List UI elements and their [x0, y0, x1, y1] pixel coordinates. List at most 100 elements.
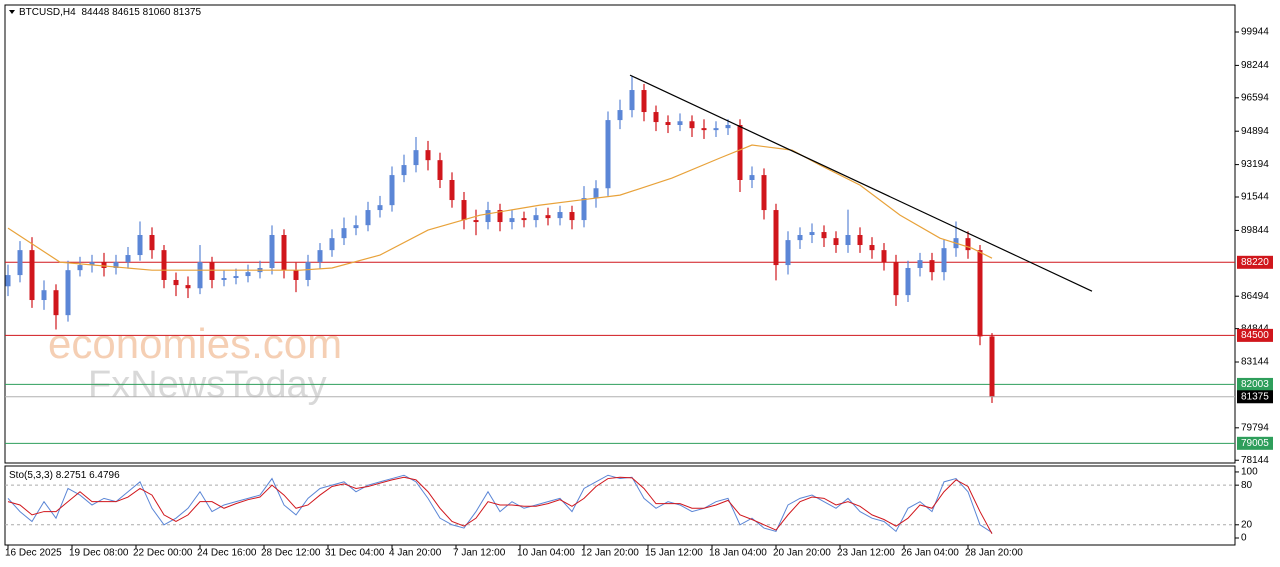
candle-body — [29, 250, 35, 301]
candle-body — [17, 250, 23, 276]
candle-body — [869, 245, 875, 251]
level-label: 84500 — [1241, 330, 1269, 341]
x-tick-label: 12 Jan 20:00 — [581, 548, 639, 559]
candle-body — [305, 262, 311, 280]
y-tick-label: 99944 — [1241, 27, 1269, 38]
candle-body — [461, 200, 467, 221]
candle-body — [101, 262, 107, 269]
candle-body — [5, 275, 11, 287]
symbol: BTCUSD,H4 — [19, 7, 76, 18]
candle-body — [473, 220, 479, 223]
candle-body — [245, 272, 251, 277]
candle-body — [689, 121, 695, 129]
candle-body — [797, 235, 803, 241]
candle-body — [401, 165, 407, 176]
candle-body — [521, 218, 527, 221]
candle-body — [773, 210, 779, 266]
y-tick-label: 89844 — [1241, 225, 1269, 236]
candle-body — [653, 112, 659, 123]
candle-body — [677, 121, 683, 126]
x-tick-label: 24 Dec 16:00 — [197, 548, 257, 559]
level-label-box — [1237, 328, 1273, 342]
candle-body — [893, 262, 899, 296]
level-label-box — [1237, 255, 1273, 269]
candle-body — [317, 250, 323, 263]
candle-body — [209, 262, 215, 280]
level-label: 88220 — [1241, 257, 1269, 268]
candle-body — [557, 212, 563, 219]
candle-body — [377, 205, 383, 211]
y-tick-label: 93194 — [1241, 159, 1269, 170]
candle-body — [737, 125, 743, 181]
candle-body — [749, 175, 755, 181]
x-tick-label: 19 Dec 08:00 — [69, 548, 129, 559]
y-tick-label: 100 — [1241, 467, 1258, 478]
candle-body — [89, 262, 95, 266]
candle-body — [629, 90, 635, 111]
x-tick-label: 31 Dec 04:00 — [325, 548, 385, 559]
y-tick-label: 79794 — [1241, 422, 1269, 433]
candle-body — [569, 212, 575, 221]
candle-body — [269, 235, 275, 269]
x-tick-label: 22 Dec 00:00 — [133, 548, 193, 559]
x-tick-label: 18 Jan 04:00 — [709, 548, 767, 559]
y-tick-label: 20 — [1241, 519, 1253, 530]
candle-body — [341, 228, 347, 239]
candle-body — [545, 215, 551, 219]
y-tick-label: 98244 — [1241, 60, 1269, 71]
candle-body — [173, 279, 179, 286]
candle-body — [293, 270, 299, 280]
y-tick-label: 94894 — [1241, 126, 1269, 137]
y-tick-label: 96594 — [1241, 92, 1269, 103]
stoch-title: Sto(5,3,3) — [9, 470, 53, 481]
y-tick-label: 83144 — [1241, 357, 1269, 368]
y-tick-label: 86494 — [1241, 291, 1269, 302]
candle-body — [617, 110, 623, 121]
candle-body — [425, 150, 431, 161]
candle-body — [221, 278, 227, 280]
level-label: 82003 — [1241, 379, 1269, 390]
candle-body — [41, 290, 47, 301]
candle-body — [941, 248, 947, 273]
x-tick-label: 4 Jan 20:00 — [389, 548, 442, 559]
candle-body — [641, 90, 647, 113]
candle-body — [413, 150, 419, 166]
stoch-line — [7, 474, 993, 533]
candle-body — [977, 250, 983, 337]
candle-body — [821, 232, 827, 239]
candle-body — [605, 120, 611, 189]
level-label-box — [1237, 377, 1273, 391]
candle-body — [53, 290, 59, 316]
candle-body — [185, 285, 191, 289]
candle-body — [917, 260, 923, 269]
candle-body — [665, 122, 671, 126]
candle-body — [485, 210, 491, 223]
candle-body — [449, 180, 455, 201]
candle-body — [149, 235, 155, 251]
candle-body — [137, 235, 143, 256]
candle-body — [581, 198, 587, 221]
stoch-line — [7, 476, 993, 534]
candle-body — [389, 175, 395, 206]
candle-body — [65, 270, 71, 316]
stoch-panel — [4, 465, 1236, 546]
candle-body — [497, 210, 503, 223]
price-label-box — [1237, 390, 1273, 404]
candle-body — [989, 336, 995, 397]
candle-body — [809, 232, 815, 236]
candle-body — [701, 128, 707, 131]
candles — [5, 76, 995, 403]
x-tick-label: 16 Dec 2025 — [5, 548, 62, 559]
candle-body — [857, 235, 863, 246]
candle-body — [785, 240, 791, 266]
candle-body — [965, 238, 971, 251]
header-high: 84615 — [112, 7, 140, 18]
candle-body — [833, 238, 839, 246]
stoch-signal-value: 6.4796 — [89, 470, 120, 481]
candle-body — [329, 238, 335, 251]
menu-arrow[interactable] — [9, 10, 15, 14]
candle-body — [365, 210, 371, 226]
x-tick-label: 10 Jan 04:00 — [517, 548, 575, 559]
candle-body — [437, 160, 443, 181]
